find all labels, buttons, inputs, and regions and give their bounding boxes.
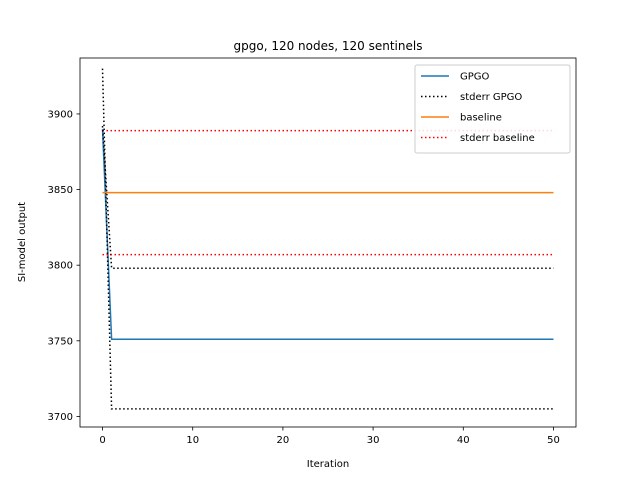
y-tick-label: 3800 xyxy=(48,261,73,272)
x-tick-label: 30 xyxy=(367,435,380,446)
legend-label-gpgo: GPGO xyxy=(460,72,490,83)
plot-frame xyxy=(79,57,577,428)
x-tick-label: 0 xyxy=(99,435,105,446)
legend-box xyxy=(414,64,571,154)
y-tick-label: 3850 xyxy=(48,185,73,196)
legend-label-stderr-baseline: stderr baseline xyxy=(460,133,535,144)
series-line-gpgo xyxy=(101,129,554,341)
x-tick-label: 10 xyxy=(186,435,199,446)
y-tick-label: 3750 xyxy=(48,336,73,347)
plot-lines xyxy=(101,68,554,410)
x-tick-label: 40 xyxy=(457,435,470,446)
x-tick-label: 50 xyxy=(547,435,560,446)
series-line-stderr-gpgo-lower xyxy=(101,126,554,269)
y-tick-label: 3700 xyxy=(48,412,73,423)
legend-label-baseline: baseline xyxy=(460,113,502,124)
y-axis-label: SI-model output xyxy=(17,202,28,282)
chart-title: gpgo, 120 nodes, 120 sentinels xyxy=(234,39,423,53)
x-axis-ticks: 0 10 20 30 40 50 xyxy=(99,427,560,446)
x-tick-label: 20 xyxy=(277,435,290,446)
legend-label-stderr-gpgo: stderr GPGO xyxy=(460,92,522,103)
x-axis-label: Iteration xyxy=(307,459,349,470)
legend: GPGO stderr GPGO baseline stderr baseline xyxy=(414,64,571,154)
y-tick-label: 3900 xyxy=(48,109,73,120)
y-axis-ticks: 3700 3750 3800 3850 3900 xyxy=(48,109,80,423)
